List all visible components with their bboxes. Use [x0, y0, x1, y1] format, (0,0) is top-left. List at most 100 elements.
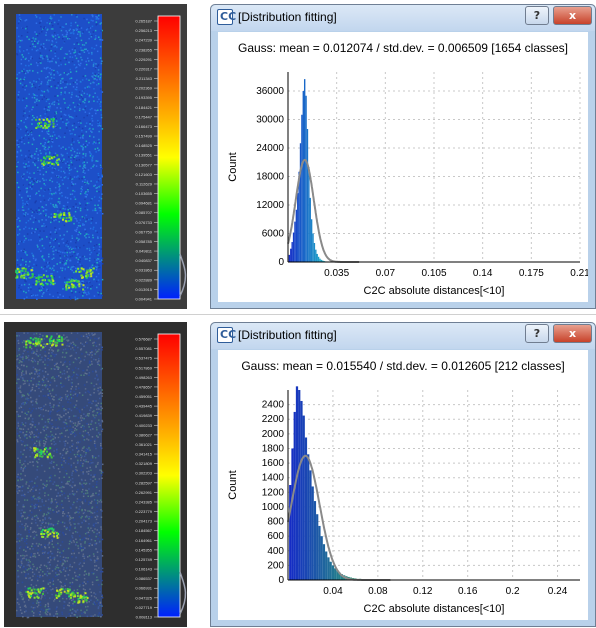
- histogram-bar: [313, 243, 316, 262]
- scale-tick-label: 0.031863: [135, 268, 152, 273]
- y-tick-label: 600: [267, 531, 284, 542]
- x-tick-label: 0.12: [413, 586, 433, 597]
- distribution-fitting-window-bottom: CC [Distribution fitting] ? x 0 200 400 600…: [210, 322, 596, 627]
- scale-tick-label: 0.256213: [135, 28, 152, 33]
- histogram-bar: [291, 242, 293, 262]
- divider: [0, 314, 596, 315]
- histogram-bar: [305, 95, 307, 262]
- scale-tick-label: 0.537475: [135, 356, 152, 361]
- scale-tick-label: 0.047325: [135, 595, 152, 600]
- scale-tick-label: 0.184421: [135, 105, 152, 110]
- color-scale-bar: [157, 15, 181, 300]
- histogram-bar: [310, 219, 313, 262]
- y-tick-label: 1400: [262, 473, 285, 484]
- scale-tick-label: 0.193395: [135, 95, 152, 100]
- y-tick-label: 800: [267, 517, 284, 528]
- y-tick-label: 400: [267, 546, 284, 557]
- y-tick-label: 24000: [256, 143, 284, 154]
- x-tick-label: 0.175: [519, 268, 544, 279]
- histogram-bar: [336, 570, 339, 580]
- histogram-chart: 0 200 400 600 800 1000 1200 1400 1600 1800 2000 220…: [227, 386, 580, 615]
- scale-tick-label: 0.478657: [135, 384, 152, 389]
- scale-tick-label: 0.022889: [135, 277, 152, 282]
- close-button[interactable]: x: [553, 324, 592, 343]
- point-cloud-view-top[interactable]: 0.265187 0.256213 0.247239 0.238265 0.229291…: [4, 4, 187, 309]
- color-scale-bar: [157, 333, 181, 618]
- scale-tick-label: 0.238265: [135, 47, 152, 52]
- x-tick-label: 0.21: [570, 268, 588, 279]
- histogram-bar: [306, 129, 309, 262]
- x-tick-label: 0.04: [323, 586, 343, 597]
- histogram-bar: [325, 551, 328, 580]
- help-button[interactable]: ?: [525, 6, 549, 25]
- scale-tick-label: 0.265187: [135, 19, 152, 24]
- histogram-bar: [304, 437, 308, 580]
- scale-tick-label: 0.517869: [135, 365, 152, 370]
- x-tick-label: 0.2: [506, 586, 520, 597]
- point-cloud-view-bottom[interactable]: 0.576687 0.557081 0.537475 0.517869 0.498263…: [4, 322, 187, 627]
- y-tick-label: 18000: [256, 172, 284, 183]
- scale-tick-label: 0.013915: [135, 287, 152, 292]
- scale-tick-label: 0.130577: [135, 162, 152, 167]
- histogram-bar: [317, 256, 320, 262]
- scale-tick-label: 0.106143: [135, 567, 152, 572]
- scale-tick-label: 0.145355: [135, 547, 152, 552]
- histogram-bar: [299, 143, 302, 262]
- histogram-bar: [309, 470, 312, 580]
- histogram-bar: [313, 501, 317, 580]
- plot-background: [288, 390, 580, 580]
- histogram-bar: [302, 415, 305, 580]
- x-tick-label: 0.24: [548, 586, 568, 597]
- histogram-bar: [295, 209, 298, 262]
- histogram-bar: [298, 171, 300, 262]
- y-tick-label: 1000: [262, 502, 285, 513]
- y-tick-label: 2400: [262, 400, 285, 411]
- histogram-bar: [307, 454, 310, 580]
- x-tick-label: 0.14: [473, 268, 493, 279]
- histogram-bar: [316, 253, 318, 262]
- close-button[interactable]: x: [553, 6, 592, 25]
- scale-tick-label: 0.400233: [135, 423, 152, 428]
- y-tick-label: 2200: [262, 414, 285, 425]
- help-button[interactable]: ?: [525, 324, 549, 343]
- scale-histogram: [179, 253, 187, 297]
- scale-tick-label: 0.380627: [135, 432, 152, 437]
- x-axis-label: C2C absolute distances[<10]: [364, 603, 505, 615]
- histogram-bar: [334, 568, 337, 580]
- scale-tick-label: 0.112629: [136, 181, 153, 186]
- scale-histogram: [179, 571, 187, 615]
- scale-tick-label: 0.067759: [135, 229, 152, 234]
- title-bar[interactable]: CC [Distribution fitting] ? x: [211, 5, 595, 31]
- histogram-bar: [340, 574, 344, 580]
- x-axis-label: C2C absolute distances[<10]: [364, 285, 505, 297]
- scale-tick-label: 0.040837: [135, 258, 152, 263]
- title-bar[interactable]: CC [Distribution fitting] ? x: [211, 323, 595, 349]
- histogram-bar: [293, 411, 296, 580]
- y-tick-label: 1600: [262, 458, 285, 469]
- window-title: [Distribution fitting]: [238, 10, 337, 24]
- y-tick-label: 1200: [262, 487, 285, 498]
- scale-tick-label: 0.439445: [135, 404, 152, 409]
- histogram-bar: [312, 233, 314, 262]
- gauss-summary: Gauss: mean = 0.015540 / std.dev. = 0.01…: [241, 359, 565, 373]
- scale-tick-label: 0.125749: [135, 557, 152, 562]
- scale-tick-label: 0.085707: [135, 210, 152, 215]
- y-tick-label: 0: [278, 257, 284, 268]
- scale-tick-label: 0.184567: [135, 528, 152, 533]
- scale-tick-label: 0.086537: [135, 576, 152, 581]
- y-axis-label: Count: [227, 152, 239, 181]
- histogram-bar: [289, 485, 292, 580]
- histogram-bar: [320, 536, 323, 580]
- y-tick-label: 0: [278, 575, 284, 586]
- x-tick-label: 0.105: [421, 268, 446, 279]
- y-tick-label: 30000: [256, 115, 284, 126]
- scale-tick-label: 0.175447: [135, 114, 152, 119]
- histogram-bar: [331, 565, 335, 580]
- scale-tick-label: 0.223779: [135, 509, 152, 514]
- scale-tick-label: 0.211343: [136, 76, 153, 81]
- histogram-bar: [319, 258, 321, 262]
- scale-tick-label: 0.049811: [136, 249, 153, 254]
- histogram-bar: [316, 514, 319, 580]
- scale-tick-label: 0.459051: [135, 394, 152, 399]
- scale-tick-label: 0.164961: [135, 538, 152, 543]
